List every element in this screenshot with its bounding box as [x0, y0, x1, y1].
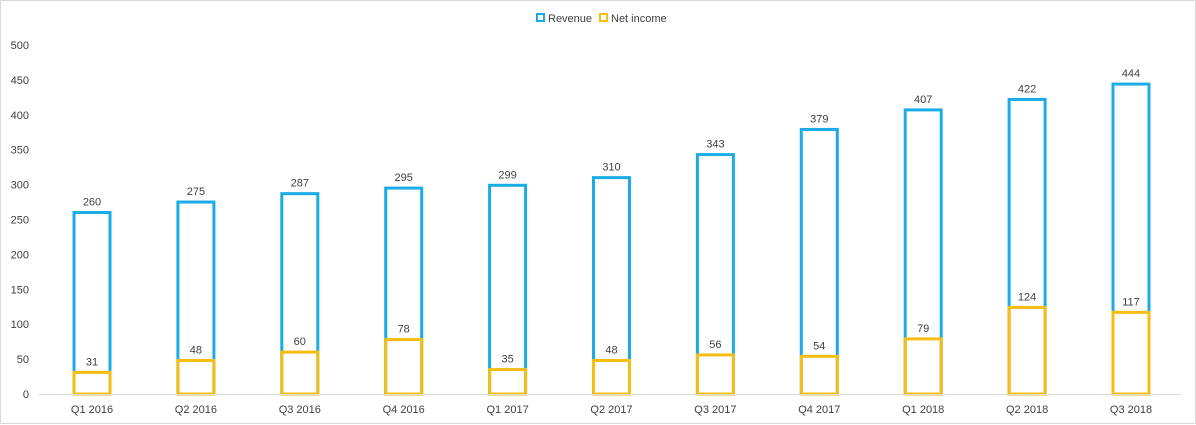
data-label-revenue-q3-2016: 287 [291, 178, 309, 190]
x-tick-label-q1-2018: Q1 2018 [902, 404, 944, 416]
legend-label-net-income: Net income [611, 13, 667, 25]
x-tick-label-q3-2016: Q3 2016 [279, 404, 321, 416]
bar-net-income-q1-2017 [488, 368, 528, 396]
bar-revenue-q1-2018 [903, 108, 943, 396]
x-axis: Q1 2016 Q2 2016 Q3 2016 Q4 2016 Q1 2017 Q2 20… [39, 394, 1181, 416]
bar-net-income-q1-2016 [72, 370, 112, 396]
legend-swatch-revenue [536, 13, 545, 22]
data-label-revenue-q1-2018: 407 [914, 94, 932, 106]
data-label-revenue-q2-2018: 422 [1018, 83, 1036, 95]
data-label-net-income-q2-2017: 48 [605, 344, 617, 356]
x-tick-label-q1-2016: Q1 2016 [71, 404, 113, 416]
series-net-income: 31 48 60 78 35 48 56 54 79 124 117 [72, 291, 1151, 396]
bar-net-income-q2-2017 [592, 358, 631, 396]
y-tick-label-100: 100 [11, 319, 29, 331]
data-label-net-income-q4-2017: 54 [813, 340, 825, 352]
bar-net-income-q3-2016 [280, 350, 320, 396]
x-tick-label-q2-2017: Q2 2017 [590, 404, 632, 416]
x-tick-label-q1-2017: Q1 2017 [486, 404, 528, 416]
y-tick-label-350: 350 [11, 145, 29, 157]
data-label-net-income-q4-2016: 78 [398, 324, 410, 336]
data-label-net-income-q1-2017: 35 [501, 354, 513, 366]
bar-net-income-q3-2018 [1111, 310, 1151, 396]
y-axis: 0 50 100 150 200 250 300 350 400 450 500 [11, 40, 29, 401]
legend-label-revenue: Revenue [548, 13, 592, 25]
x-tick-label-q2-2018: Q2 2018 [1006, 404, 1048, 416]
y-tick-label-400: 400 [11, 110, 29, 122]
bar-revenue-q3-2018 [1111, 82, 1151, 396]
x-tick-label-q2-2016: Q2 2016 [175, 404, 217, 416]
data-label-net-income-q3-2018: 117 [1122, 296, 1140, 308]
bars-group: 260 275 287 295 299 310 343 379 407 422 444 31 48 60 7… [72, 68, 1151, 396]
data-label-revenue-q3-2017: 343 [706, 139, 724, 151]
x-tick-label-q4-2016: Q4 2016 [383, 404, 425, 416]
data-label-net-income-q3-2017: 56 [709, 339, 721, 351]
bar-revenue-q4-2017 [799, 127, 839, 396]
data-label-revenue-q2-2016: 275 [187, 186, 205, 198]
x-tick-label-q3-2017: Q3 2017 [694, 404, 736, 416]
bar-net-income-q4-2017 [799, 354, 839, 396]
bar-revenue-q4-2016 [384, 186, 424, 396]
legend-swatch-net-income [599, 13, 608, 22]
bar-net-income-q1-2018 [903, 337, 943, 396]
legend-item-revenue: Revenue [536, 13, 592, 25]
data-label-revenue-q2-2017: 310 [602, 162, 620, 174]
y-tick-label-200: 200 [11, 249, 29, 261]
data-label-net-income-q3-2016: 60 [294, 336, 306, 348]
bar-revenue-q2-2018 [1007, 97, 1047, 396]
y-tick-label-500: 500 [11, 40, 29, 52]
y-tick-label-250: 250 [11, 215, 29, 227]
data-label-revenue-q1-2017: 299 [498, 169, 516, 181]
data-label-revenue-q3-2018: 444 [1122, 68, 1140, 80]
y-tick-label-150: 150 [11, 284, 29, 296]
bar-net-income-q2-2018 [1007, 305, 1047, 396]
bar-revenue-q3-2016 [280, 192, 320, 396]
legend: Revenue Net income [536, 13, 667, 25]
data-label-revenue-q4-2016: 295 [395, 172, 413, 184]
y-tick-label-450: 450 [11, 75, 29, 87]
data-label-revenue-q1-2016: 260 [83, 197, 101, 209]
x-tick-label-q4-2017: Q4 2017 [798, 404, 840, 416]
data-label-net-income-q2-2018: 124 [1018, 291, 1036, 303]
bar-revenue-q3-2017 [695, 153, 735, 396]
data-label-revenue-q4-2017: 379 [810, 113, 828, 125]
legend-item-net-income: Net income [599, 13, 667, 25]
bar-net-income-q4-2016 [384, 338, 424, 396]
x-tick-label-q3-2018: Q3 2018 [1110, 404, 1152, 416]
y-tick-label-300: 300 [11, 180, 29, 192]
data-label-net-income-q2-2016: 48 [190, 344, 202, 356]
bar-net-income-q3-2017 [695, 353, 735, 396]
bar-revenue-q2-2016 [176, 200, 216, 396]
data-label-net-income-q1-2018: 79 [917, 323, 929, 335]
y-tick-label-0: 0 [23, 389, 29, 401]
data-label-net-income-q1-2016: 31 [86, 356, 98, 368]
y-tick-label-50: 50 [17, 354, 29, 366]
bar-net-income-q2-2016 [176, 358, 216, 396]
